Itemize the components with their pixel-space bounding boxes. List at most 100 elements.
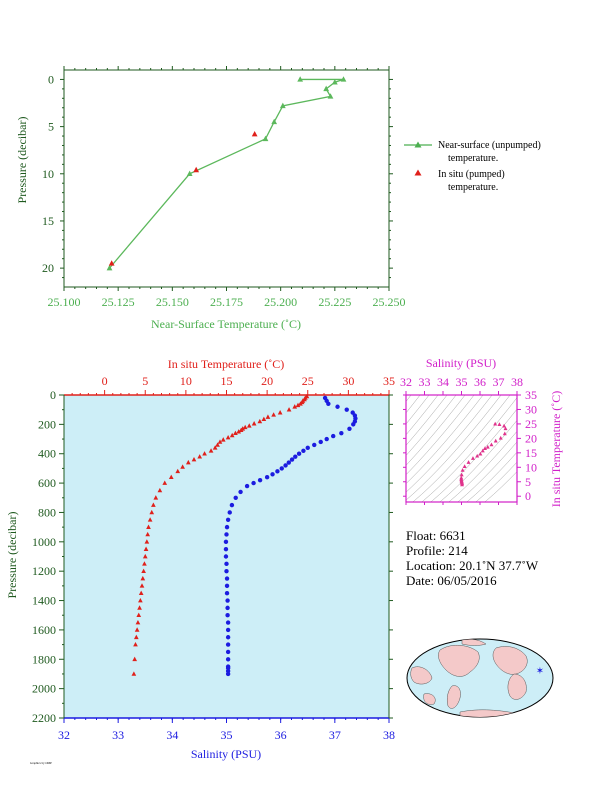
float-location-marker: ✶ <box>536 666 544 677</box>
salinity-tick-label: 34 <box>166 728 178 742</box>
temperature-tick-label: 10 <box>180 374 192 388</box>
salinity-point <box>283 463 288 468</box>
density-contour <box>475 461 517 502</box>
salinity-point <box>229 502 235 508</box>
pressure-axis-ticks: 0 200 400 600 800 1000 1200 1400 1600 1800 2000 220… <box>32 388 393 725</box>
salinity-axis-ticks: 32 33 34 35 36 37 38 <box>58 718 395 742</box>
unpumped-line <box>109 78 344 269</box>
temperature-point <box>133 634 139 640</box>
location: Location: 20.1˚N 37.7˚W <box>406 558 539 573</box>
temperature-point <box>277 410 283 415</box>
near-surface-x-label: Near-Surface Temperature (˚C) <box>151 317 301 331</box>
salinity-point <box>225 657 231 662</box>
salinity-point <box>347 426 352 431</box>
salinity-point <box>339 430 344 436</box>
salinity-point <box>270 472 275 477</box>
unpumped-point <box>323 85 330 92</box>
temperature-point <box>180 464 185 469</box>
temperature-point <box>138 597 143 603</box>
pumped-point <box>193 166 200 173</box>
ts-point <box>489 442 494 447</box>
x-tick-label: 25.175 <box>210 295 243 309</box>
near-surface-series <box>106 76 347 271</box>
unpumped-point <box>106 264 113 271</box>
temperature-point <box>141 568 146 574</box>
unpumped-point <box>186 170 193 177</box>
pressure-tick-label: 200 <box>38 417 56 431</box>
near-surface-y-label: Pressure (decibar) <box>15 117 29 204</box>
salinity-point <box>224 561 229 567</box>
temperature-point <box>153 495 159 500</box>
legend-unpumped-line2: temperature. <box>448 153 498 164</box>
legend-pumped-line2: temperature. <box>448 182 498 193</box>
ts-salinity-tick-label: 36 <box>474 375 486 389</box>
salinity-point <box>335 404 340 409</box>
ts-temperature-tick-label: 25 <box>525 417 537 431</box>
temperature-point <box>261 416 267 422</box>
ts-point <box>460 482 465 487</box>
pressure-tick-label: 800 <box>38 505 56 519</box>
ts-point <box>462 464 467 468</box>
salinity-point <box>324 436 329 442</box>
temperature-point <box>271 412 276 417</box>
x-tick-label: 25.150 <box>156 295 189 309</box>
temperature-point <box>238 427 244 433</box>
ts-point <box>503 426 508 431</box>
density-contour <box>484 471 517 502</box>
ts-point <box>493 421 498 426</box>
ts-temperature-tick-label: 0 <box>525 489 531 503</box>
y-tick-label: 20 <box>42 261 54 275</box>
salinity-point <box>233 495 238 500</box>
temperature-point <box>147 517 153 522</box>
salinity-point <box>251 480 256 486</box>
density-contour <box>412 395 511 502</box>
temperature-point <box>208 448 214 453</box>
temperature-axis-ticks: 0 5 10 15 20 25 30 35 <box>71 374 395 395</box>
temperature-point <box>136 612 142 618</box>
density-contour <box>406 395 484 484</box>
pumped-point <box>251 130 258 137</box>
pressure-tick-label: 0 <box>50 388 56 402</box>
ts-point <box>459 472 464 477</box>
ts-point <box>475 453 480 458</box>
near-surface-x-ticks: 25.100 25.125 25.150 25.175 25.200 25.225 25.2… <box>48 66 406 309</box>
ts-point <box>478 451 483 456</box>
salinity-point <box>351 422 356 427</box>
temperature-point <box>139 583 145 588</box>
density-contours <box>406 395 517 502</box>
salinity-tick-label: 37 <box>329 728 341 742</box>
salinity-point <box>225 665 231 671</box>
pressure-tick-label: 2000 <box>32 682 56 696</box>
ts-point <box>502 423 507 428</box>
y-tick-label: 15 <box>42 214 54 228</box>
salinity-point <box>275 469 280 474</box>
map-land <box>410 639 528 717</box>
temperature-point <box>143 546 149 551</box>
unpumped-point <box>297 76 304 82</box>
salinity-point <box>225 613 230 618</box>
density-contour <box>457 441 517 502</box>
float-id: Float: 6631 <box>406 528 466 543</box>
ts-point <box>470 456 475 460</box>
salinity-point <box>225 620 231 625</box>
temperature-point <box>135 619 141 625</box>
pressure-tick-label: 1200 <box>32 564 56 578</box>
temperature-point <box>191 457 197 462</box>
ts-temperature-tick-label: 30 <box>525 402 537 416</box>
temperature-point <box>295 402 301 408</box>
unpumped-point <box>279 102 286 109</box>
salinity-point <box>312 442 317 448</box>
temperature-point <box>146 524 151 529</box>
salinity-point <box>326 401 331 407</box>
salinity-point <box>227 510 232 515</box>
temperature-point <box>242 424 248 430</box>
near-surface-y-ticks: 0 5 10 15 20 <box>42 72 393 279</box>
ts-point <box>480 448 485 453</box>
ts-point <box>460 467 465 472</box>
salinity-point <box>224 576 230 581</box>
salinity-point <box>225 627 231 633</box>
temperature-tick-label: 25 <box>302 374 314 388</box>
salinity-point <box>225 649 231 655</box>
